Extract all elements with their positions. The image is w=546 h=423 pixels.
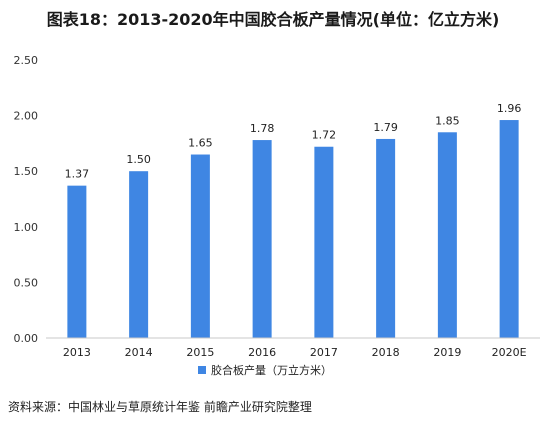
y-tick-label: 0.50	[14, 276, 39, 289]
data-label: 1.85	[435, 114, 460, 127]
x-tick-label: 2013	[63, 346, 91, 359]
y-tick-label: 1.00	[14, 221, 39, 234]
data-label: 1.78	[250, 122, 275, 135]
bar	[376, 138, 396, 338]
data-label: 1.96	[497, 102, 522, 115]
data-labels: 1.37 1.50 1.65 1.78 1.72 1.79 1.85 1.96	[65, 102, 522, 181]
bar	[252, 140, 272, 338]
legend-label: 胶合板产量（万立方米）	[211, 363, 332, 377]
legend: 胶合板产量（万立方米）	[198, 363, 332, 377]
data-label: 1.65	[188, 137, 213, 150]
y-tick-label: 1.50	[14, 165, 39, 178]
x-tick-label: 2019	[433, 346, 461, 359]
x-axis: 2013 2014 2015 2016 2017 2018 2019 2020E	[46, 337, 540, 359]
bar	[190, 154, 210, 338]
chart-title: 图表18：2013-2020年中国胶合板产量情况(单位：亿立方米)	[46, 10, 500, 29]
bar	[314, 146, 334, 338]
y-axis: 0.00 0.50 1.00 1.50 2.00 2.50	[14, 54, 39, 345]
x-tick-label: 2017	[310, 346, 338, 359]
x-tick-label: 2020E	[492, 346, 527, 359]
x-tick-label: 2016	[248, 346, 276, 359]
data-label: 1.50	[126, 153, 151, 166]
data-label: 1.37	[65, 168, 90, 181]
y-tick-label: 2.50	[14, 54, 39, 67]
data-label: 1.79	[373, 121, 398, 134]
bar-series	[67, 120, 519, 338]
bar	[437, 132, 457, 338]
source-note: 资料来源：中国林业与草原统计年鉴 前瞻产业研究院整理	[8, 400, 312, 414]
bar	[129, 171, 149, 338]
data-label: 1.72	[312, 129, 337, 142]
bar	[67, 185, 87, 338]
x-tick-label: 2014	[125, 346, 153, 359]
y-tick-label: 2.00	[14, 110, 39, 123]
legend-swatch	[198, 366, 206, 374]
bar	[499, 120, 519, 338]
x-tick-label: 2018	[372, 346, 400, 359]
x-tick-label: 2015	[186, 346, 214, 359]
y-tick-label: 0.00	[14, 332, 39, 345]
